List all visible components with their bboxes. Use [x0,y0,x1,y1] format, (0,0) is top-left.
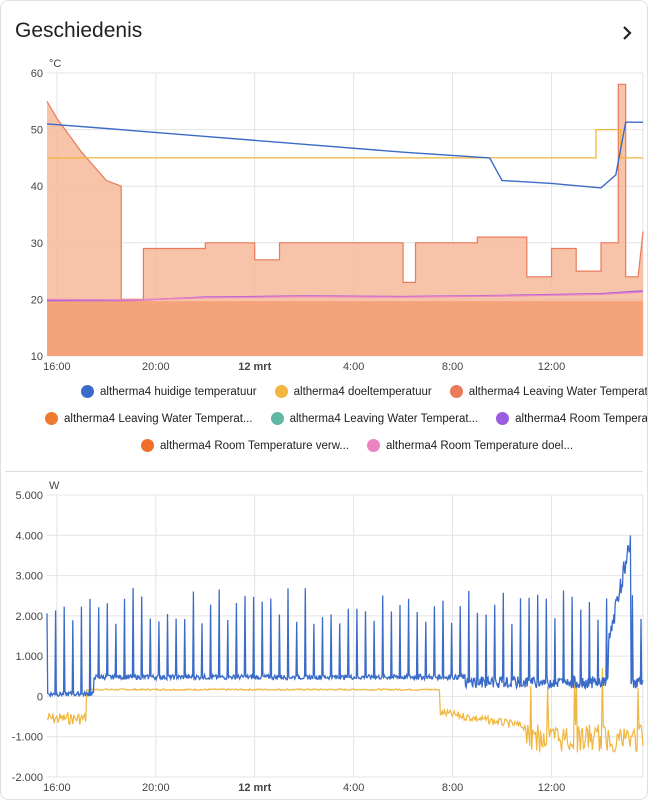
y-tick-label: 60 [31,68,43,80]
legend-label: altherma4 huidige temperatuur [100,385,257,398]
legend-item[interactable]: altherma4 Room Temperature verw... [141,439,349,452]
legend-label: altherma4 doeltemperatuur [293,385,432,398]
legend-swatch [274,385,288,398]
divider [5,471,643,472]
legend-row: altherma4 Leaving Water Temperat... althe… [45,412,648,425]
y-tick-label: 2.000 [15,611,43,623]
y-tick-label: 3.000 [15,571,43,583]
legend-item[interactable]: altherma4 Room Temperature huid... [496,412,648,425]
x-tick-label: 20:00 [142,782,170,794]
current-temp-line [46,121,643,189]
x-tick-label: 8:00 [442,782,463,794]
x-tick-label: 4:00 [343,782,364,794]
y-tick-label: -1.000 [12,732,43,744]
y-tick-label: 50 [31,125,43,137]
y-tick-label: 5.000 [15,490,43,502]
power-yellow-line [46,668,644,753]
x-tick-label: 12:00 [538,782,566,794]
legend-row: altherma4 huidige temperatuur altherma4 d… [81,385,648,398]
y-tick-label: 0 [37,691,43,703]
x-tick-label: 12 mrt [238,782,271,794]
power-chart[interactable]: 5.000 4.000 3.000 2.000 1.000 0 -1.000 -2.00016… [1,477,647,799]
y-tick-label: 20 [31,294,43,306]
legend-swatch [81,385,94,398]
leaving-water-area [47,84,643,357]
legend-label: altherma4 Leaving Water Temperat... [468,385,648,398]
legend-swatch [45,412,58,425]
legend-swatch [366,439,380,452]
legend-item[interactable]: altherma4 huidige temperatuur [81,385,257,398]
y-tick-label: 40 [31,181,43,193]
room-temp-setpoint-area [47,301,643,356]
legend-label: altherma4 Room Temperature verw... [160,439,349,452]
unit-label: W [49,480,60,492]
target-temp-line [47,128,643,159]
legend-item[interactable]: altherma4 Leaving Water Temperat... [449,385,648,398]
legend-label: altherma4 Leaving Water Temperat... [64,412,253,425]
unit-label: °C [49,58,61,70]
x-tick-label: 16:00 [43,782,71,794]
legend-item[interactable]: altherma4 Leaving Water Temperat... [45,412,253,425]
legend-swatch [141,439,154,452]
x-tick-label: 12 mrt [238,361,271,373]
legend-item[interactable]: altherma4 doeltemperatuur [274,385,432,398]
legend-row: altherma4 Room Temperature verw... alther… [141,439,573,452]
card-title: Geschiedenis [15,19,143,42]
y-tick-label: 1.000 [15,651,43,663]
legend-swatch [449,385,463,398]
legend-label: altherma4 Room Temperature huid... [515,412,648,425]
legend-swatch [270,412,284,425]
y-tick-label: 30 [31,238,43,250]
x-tick-label: 4:00 [343,361,364,373]
legend-item[interactable]: altherma4 Room Temperature doel... [366,439,574,452]
legend-label: altherma4 Room Temperature doel... [385,439,574,452]
legend-item[interactable]: altherma4 Leaving Water Temperat... [270,412,479,425]
room-temp-target-line [46,291,644,301]
x-tick-label: 16:00 [43,361,71,373]
legend-label: altherma4 Leaving Water Temperat... [289,412,479,425]
temperature-legend: altherma4 huidige temperatuur altherma4 d… [1,385,647,461]
chevron-right-icon[interactable] [615,21,639,45]
x-tick-label: 20:00 [142,361,170,373]
x-tick-label: 12:00 [538,361,566,373]
power-blue-line [46,535,644,698]
legend-swatch [496,412,510,425]
y-tick-label: -2.000 [12,772,43,784]
y-tick-label: 4.000 [15,530,43,542]
y-tick-label: 10 [31,351,43,363]
x-tick-label: 8:00 [442,361,463,373]
